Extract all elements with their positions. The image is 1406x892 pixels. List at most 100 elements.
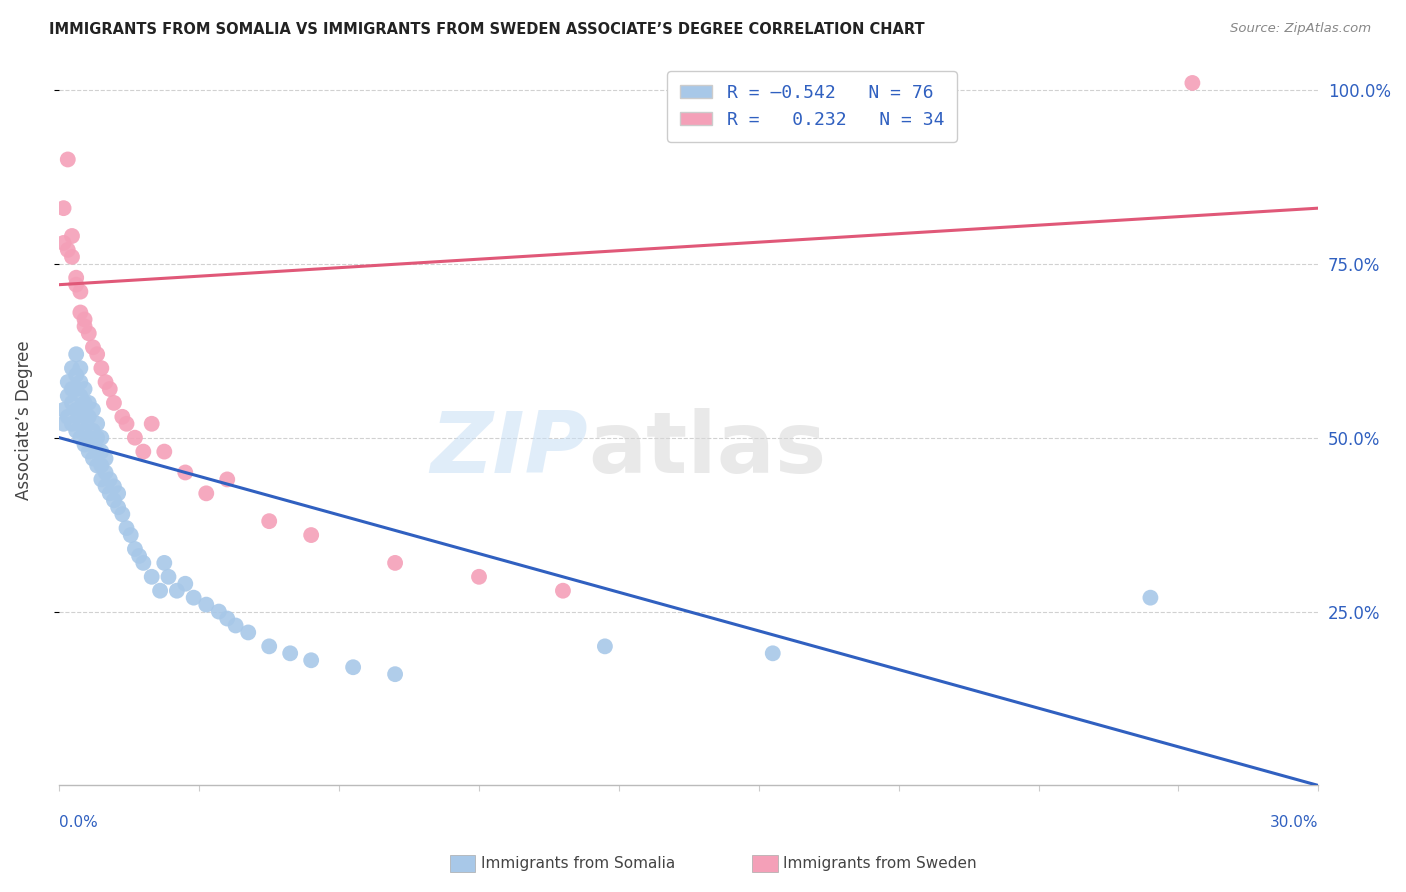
Point (82, 340, 104, 354)
Point (82, 451, 104, 466)
Point (69, 417, 91, 431)
Point (65, 347, 87, 361)
Point (77, 444, 100, 458)
Point (73, 437, 96, 451)
Point (115, 417, 138, 431)
Text: Immigrants from Somalia: Immigrants from Somalia (481, 856, 675, 871)
Point (73, 312, 96, 326)
Point (183, 591, 205, 605)
Point (257, 514, 280, 528)
Point (762, 646, 785, 660)
Point (98, 486, 121, 500)
Point (60, 250, 83, 264)
Point (551, 583, 574, 598)
Point (60, 417, 83, 431)
Point (52, 402, 75, 417)
Text: Source: ZipAtlas.com: Source: ZipAtlas.com (1230, 22, 1371, 36)
Point (69, 305, 91, 319)
Text: Immigrants from Sweden: Immigrants from Sweden (783, 856, 977, 871)
Point (90, 444, 112, 458)
Point (60, 229, 83, 244)
Point (69, 431, 91, 445)
Point (52, 235, 75, 250)
Point (103, 493, 125, 508)
Point (60, 361, 83, 376)
Point (238, 625, 260, 640)
Point (52, 417, 75, 431)
Point (384, 556, 406, 570)
Point (65, 368, 87, 383)
Point (141, 570, 163, 584)
Point (86, 431, 108, 445)
Point (384, 667, 406, 681)
Point (149, 583, 172, 598)
Text: IMMIGRANTS FROM SOMALIA VS IMMIGRANTS FROM SWEDEN ASSOCIATE’S DEGREE CORRELATION: IMMIGRANTS FROM SOMALIA VS IMMIGRANTS FR… (49, 22, 925, 37)
Point (141, 417, 163, 431)
Point (77, 326, 100, 341)
Point (98, 472, 121, 486)
Point (90, 458, 112, 473)
Point (94, 451, 117, 466)
Point (157, 570, 180, 584)
Point (69, 375, 91, 389)
Point (86, 444, 108, 458)
Point (217, 472, 239, 486)
Point (153, 556, 176, 570)
Point (103, 396, 125, 410)
Point (124, 541, 146, 556)
Point (98, 382, 121, 396)
Point (86, 458, 108, 473)
Text: 0.0%: 0.0% (59, 814, 98, 830)
Point (1181, 76, 1204, 90)
Point (174, 466, 197, 480)
Point (257, 640, 280, 654)
Point (120, 528, 142, 542)
Point (153, 444, 176, 458)
Point (208, 605, 231, 619)
Point (593, 640, 616, 654)
Point (225, 618, 247, 632)
Point (90, 431, 112, 445)
Point (77, 396, 100, 410)
Text: ZIP: ZIP (430, 408, 588, 491)
Point (94, 479, 117, 493)
Point (94, 375, 117, 389)
Point (77, 431, 100, 445)
Point (65, 402, 87, 417)
Point (128, 549, 150, 563)
Point (56, 409, 79, 424)
Y-axis label: Associate’s Degree: Associate’s Degree (15, 341, 32, 500)
Point (73, 424, 96, 438)
Point (299, 528, 322, 542)
Point (124, 431, 146, 445)
Point (90, 361, 112, 376)
Point (132, 444, 155, 458)
Point (94, 466, 117, 480)
Point (115, 521, 138, 535)
Point (195, 486, 218, 500)
Point (65, 277, 87, 292)
Point (52, 201, 75, 215)
Point (77, 409, 100, 424)
Point (107, 500, 129, 515)
Point (73, 319, 96, 334)
Point (65, 270, 87, 285)
Point (73, 396, 96, 410)
Point (69, 361, 91, 376)
Point (60, 396, 83, 410)
Point (73, 382, 96, 396)
Point (166, 583, 188, 598)
Point (299, 653, 322, 667)
Point (60, 382, 83, 396)
Point (107, 486, 129, 500)
Point (69, 389, 91, 403)
Point (342, 660, 364, 674)
Point (82, 437, 104, 451)
Point (65, 382, 87, 396)
Text: 30.0%: 30.0% (1270, 814, 1319, 830)
Point (217, 611, 239, 625)
Text: atlas: atlas (588, 408, 827, 491)
Point (103, 479, 125, 493)
Point (65, 424, 87, 438)
Point (468, 570, 491, 584)
